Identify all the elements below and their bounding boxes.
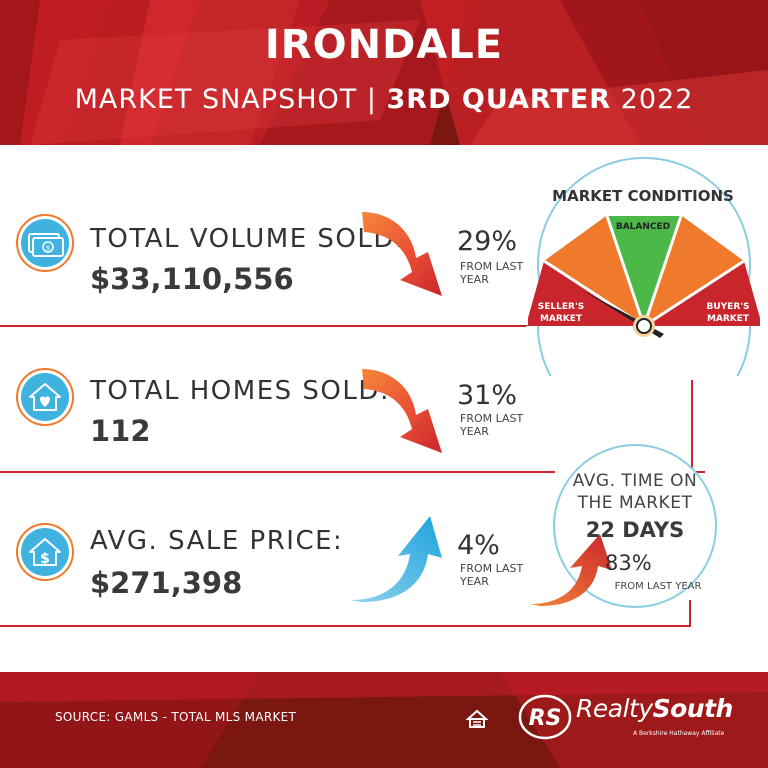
equal-housing-icon: [466, 709, 488, 728]
source-note: SOURCE: GAMLS - TOTAL MLS MARKET: [55, 710, 297, 724]
divider-2-connector: [691, 380, 705, 473]
time-on-market-value: 22 DAYS: [585, 518, 685, 542]
footer-background: [0, 672, 768, 768]
total-volume-value: $33,110,556: [90, 262, 294, 296]
logo-letters: RS: [529, 706, 562, 731]
total-volume-label: TOTAL VOLUME SOLD:: [90, 224, 406, 254]
up-arrow-icon: [530, 534, 612, 606]
avg-sale-price-change: 4%: [457, 530, 500, 561]
header-banner: IRONDALE MARKET SNAPSHOT | 3RD QUARTER 2…: [0, 0, 768, 145]
subtitle-quarter: 3RD QUARTER: [386, 84, 612, 115]
market-conditions-title: MARKET CONDITIONS: [552, 187, 734, 205]
subtitle-year: 2022: [611, 84, 694, 115]
home-dollar-icon: $: [16, 523, 74, 581]
up-arrow-icon: [350, 516, 442, 602]
svg-text:$: $: [46, 244, 50, 252]
down-arrow-icon: [362, 212, 442, 296]
subtitle-prefix: MARKET SNAPSHOT |: [74, 84, 387, 115]
total-homes-change: 31%: [457, 380, 518, 411]
total-volume-change-note: FROM LAST YEAR: [460, 260, 524, 286]
page-subtitle: MARKET SNAPSHOT | 3RD QUARTER 2022: [0, 84, 768, 115]
time-on-market-title: AVG. TIME ON THE MARKET: [572, 471, 698, 513]
avg-sale-price-label: AVG. SALE PRICE:: [90, 526, 344, 556]
buyers-market-label: BUYER'S MARKET: [706, 302, 750, 324]
total-homes-label: TOTAL HOMES SOLD:: [90, 376, 391, 406]
total-homes-change-note: FROM LAST YEAR: [460, 412, 524, 438]
total-homes-value: 112: [90, 414, 151, 448]
sellers-market-label: SELLER'S MARKET: [537, 302, 585, 324]
realtysouth-logo-icon: RS: [518, 694, 572, 740]
brand-light: Realty: [576, 694, 653, 723]
svg-text:$: $: [40, 551, 50, 567]
footer-banner: SOURCE: GAMLS - TOTAL MLS MARKET RS Real…: [0, 672, 768, 768]
page-title: IRONDALE: [264, 22, 504, 68]
money-icon: $: [16, 214, 74, 272]
avg-sale-price-change-note: FROM LAST YEAR: [460, 562, 524, 588]
home-heart-icon: [16, 368, 74, 426]
divider-3: [0, 600, 691, 627]
balanced-label: BALANCED: [615, 222, 671, 232]
market-conditions-gauge: [526, 157, 762, 376]
time-on-market-change: 83%: [605, 551, 652, 575]
time-on-market-change-note: FROM LAST YEAR: [614, 581, 702, 592]
brand-tagline: A Berkshire Hathaway Affiliate: [633, 730, 725, 737]
brand-name: RealtySouth: [576, 694, 733, 723]
header-background: [0, 0, 768, 145]
down-arrow-icon: [362, 369, 442, 453]
avg-sale-price-value: $271,398: [90, 566, 243, 600]
brand-bold: South: [652, 694, 734, 723]
total-volume-change: 29%: [457, 226, 518, 257]
